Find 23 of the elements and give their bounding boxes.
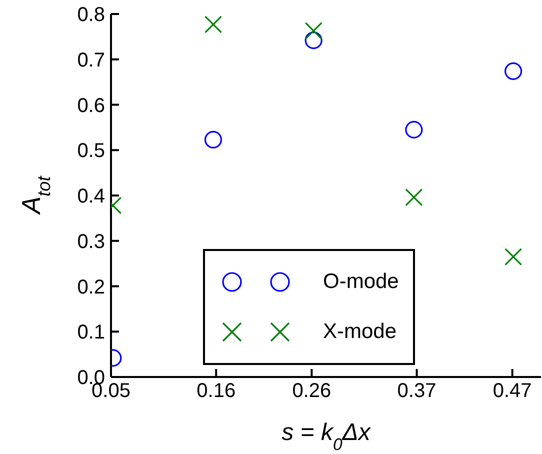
y-tick-label: 0.5 bbox=[77, 140, 105, 162]
point bbox=[504, 62, 522, 80]
x-tick-label: 0.37 bbox=[397, 380, 436, 402]
x-tick-label: 0.47 bbox=[492, 380, 532, 402]
point bbox=[204, 16, 222, 34]
legend-label: X-mode bbox=[323, 320, 397, 344]
point bbox=[405, 120, 423, 139]
y-tick-label: 0.7 bbox=[77, 49, 105, 72]
point bbox=[405, 188, 423, 206]
x-axis-title: s = k$_{0}$Δx bbox=[282, 419, 372, 454]
x-tick-label: 0.16 bbox=[196, 380, 236, 402]
legend-label: O-mode bbox=[323, 270, 399, 294]
point bbox=[304, 32, 322, 50]
y-tick-label: 0.3 bbox=[77, 230, 105, 253]
point bbox=[504, 248, 522, 266]
point bbox=[304, 22, 322, 40]
y-tick-label: 0.8 bbox=[77, 4, 105, 26]
x-tick-label: 0.26 bbox=[292, 380, 332, 402]
y-tick-label: 0.1 bbox=[77, 322, 105, 344]
y-tick-label: 0.4 bbox=[77, 186, 105, 208]
point bbox=[204, 130, 222, 148]
y-tick-label: 0.6 bbox=[77, 94, 105, 117]
y-tick-label: 0.2 bbox=[77, 276, 105, 298]
